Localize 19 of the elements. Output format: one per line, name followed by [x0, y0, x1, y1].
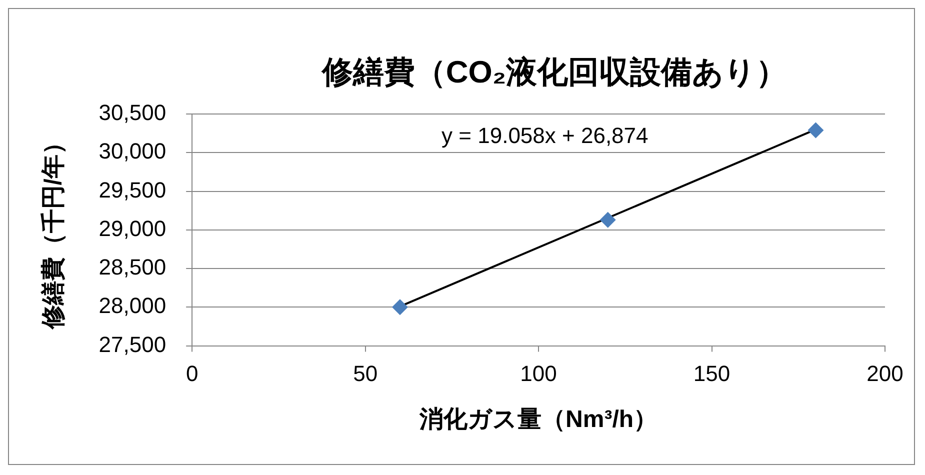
point: [392, 299, 408, 316]
x-tick-label: 50: [353, 361, 378, 386]
y-axis-title: 修繕費（千円/年）: [40, 130, 68, 330]
point: [600, 212, 616, 228]
y-tick-label: 28,500: [98, 254, 166, 280]
y-tick-label: 30,500: [98, 100, 166, 126]
y-tick-label: 28,000: [98, 293, 166, 318]
x-tick-label: 150: [693, 361, 730, 386]
x-axis-title: 消化ガス量（Nm³/h）: [418, 406, 658, 434]
x-tick-label: 200: [866, 361, 904, 386]
y-tick-label: 27,500: [98, 332, 166, 357]
x-tick-label: 0: [186, 361, 198, 386]
annotation: y = 19.058x + 26,874: [442, 123, 648, 148]
point: [808, 122, 824, 138]
x-tick-label: 100: [520, 361, 557, 386]
y-tick-label: 30,000: [98, 138, 166, 164]
y-tick-label: 29,000: [98, 216, 166, 241]
y-tick-label: 29,500: [98, 177, 166, 202]
chart-title: 修繕費（CO₂液化回収設備あり）: [320, 54, 788, 90]
